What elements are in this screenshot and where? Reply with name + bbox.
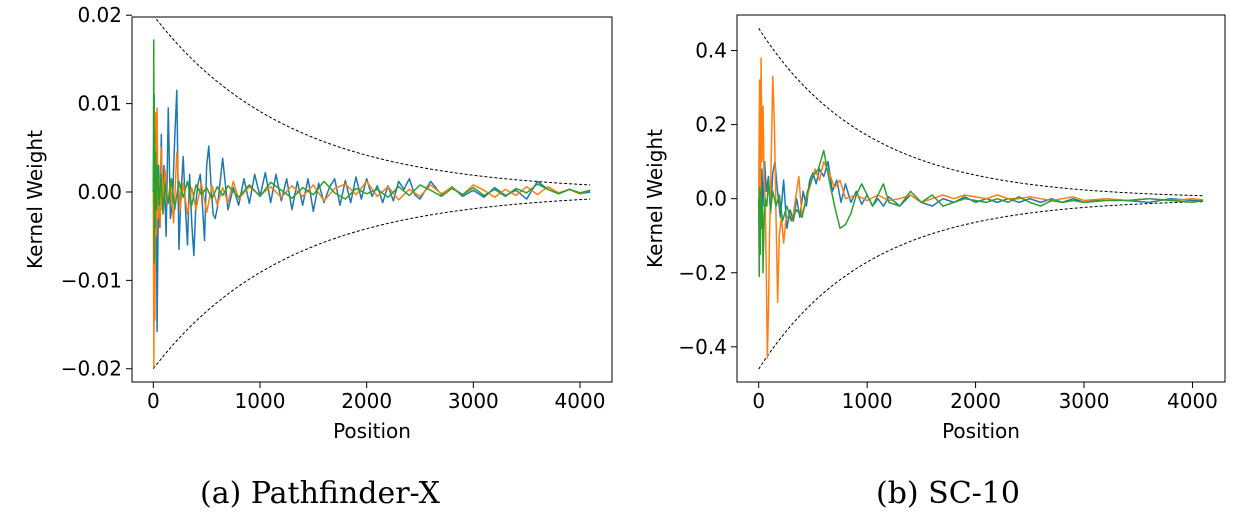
x-tick-label: 0 [147, 389, 160, 413]
plot-frame [131, 16, 613, 383]
y-tick-label: −0.4 [678, 335, 727, 359]
envelope-upper [154, 17, 591, 186]
x-tick-label: 3000 [448, 389, 499, 413]
x-tick-label: 3000 [1059, 389, 1110, 413]
series-line-3 [757, 149, 1204, 278]
x-tick-label: 2000 [950, 389, 1001, 413]
plot-area [152, 17, 591, 370]
x-axis-label: Position [333, 419, 411, 443]
x-tick-label: 4000 [555, 389, 606, 413]
series-line-2 [152, 107, 591, 368]
y-axis-label: Kernel Weight [643, 129, 667, 268]
y-axis-label: Kernel Weight [23, 130, 47, 269]
envelope-upper [758, 28, 1203, 197]
y-tick-label: 0.4 [695, 39, 727, 63]
y-tick-label: −0.2 [678, 261, 727, 285]
y-tick-label: 0.0 [695, 187, 727, 211]
x-tick-label: 1000 [235, 389, 286, 413]
y-tick-label: 0.02 [77, 3, 122, 27]
figure-caption: (a) Pathfinder-X [200, 476, 441, 511]
y-tick-label: −0.01 [61, 268, 122, 292]
series-line-3 [152, 39, 591, 264]
chart-sc-10: 0 1000 2000 3000 4000 −0.4 −0.2 0.0 0.2 0.4 Positi… [643, 14, 1226, 511]
x-tick-label: 0 [752, 389, 765, 413]
chart-pathfinder-x: 0 1000 2000 3000 4000 −0.02 −0.01 0.00 0.01 0.02 P… [23, 3, 613, 511]
figure-caption: (b) SC-10 [876, 476, 1020, 511]
x-tick-label: 4000 [1167, 389, 1218, 413]
x-tick-label: 2000 [341, 389, 392, 413]
y-tick-label: 0.2 [695, 113, 727, 137]
envelope-lower [758, 201, 1203, 370]
x-tick-label: 1000 [842, 389, 893, 413]
x-axis-label: Position [942, 419, 1020, 443]
envelope-lower [152, 198, 591, 370]
series-line-2 [757, 57, 1203, 359]
y-tick-label: −0.02 [61, 357, 122, 381]
series-line-1 [152, 89, 591, 333]
plot-area [757, 28, 1204, 370]
y-tick-label: 0.00 [77, 180, 122, 204]
y-tick-label: 0.01 [77, 92, 122, 116]
